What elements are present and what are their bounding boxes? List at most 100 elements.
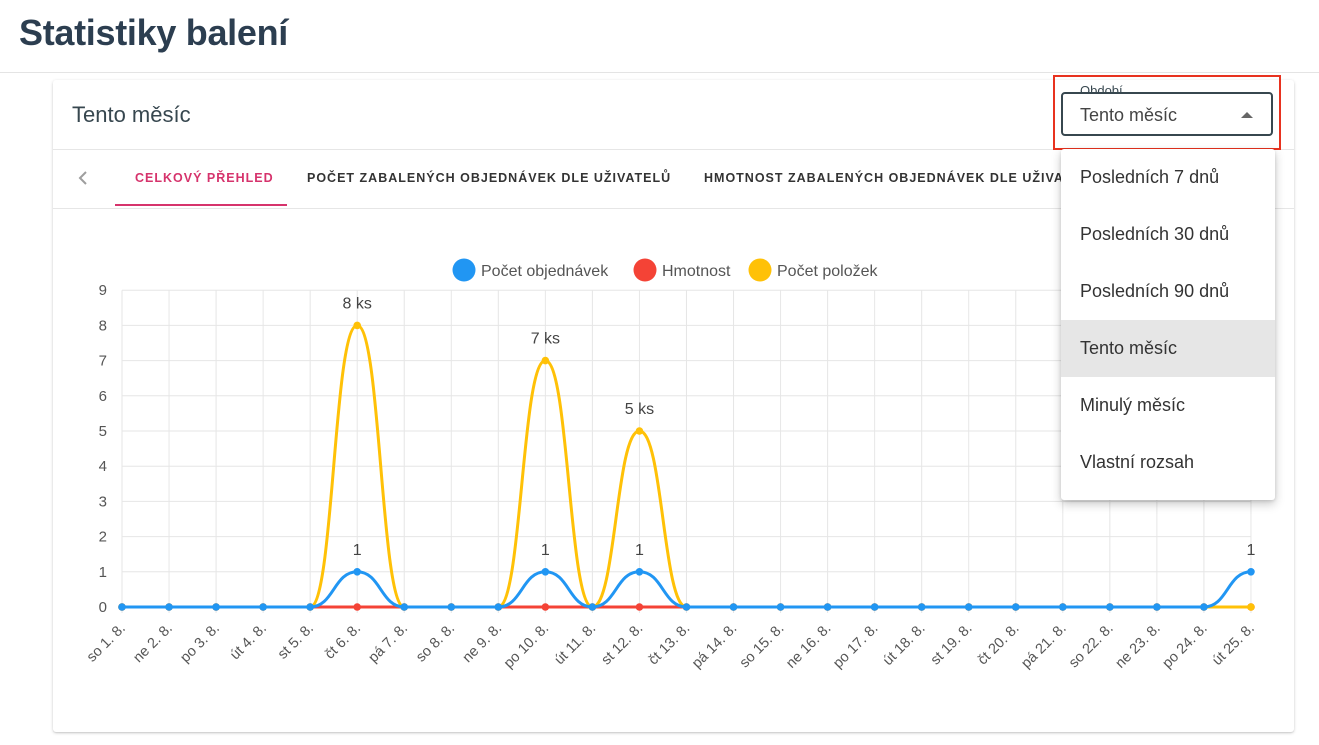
x-tick-label: út 11. 8. <box>552 621 600 669</box>
data-point-s1-11 <box>635 603 644 611</box>
data-point-s0-3 <box>259 603 267 611</box>
x-tick-label: ne 9. 8. <box>460 621 506 667</box>
data-label: 8 ks <box>343 295 372 312</box>
tab-orders-by-user[interactable]: Počet zabalených objednávek dle uživatel… <box>307 171 672 185</box>
data-point-s1-5 <box>353 603 362 611</box>
y-tick-label: 8 <box>99 317 107 334</box>
data-point-s0-22 <box>1153 603 1161 611</box>
data-point-s0-0 <box>118 603 126 611</box>
data-point-s0-7 <box>447 603 456 611</box>
y-tick-label: 9 <box>99 282 107 299</box>
data-point-s2-5 <box>353 321 362 330</box>
data-point-s0-17 <box>917 603 926 611</box>
period-select[interactable]: Tento měsíc <box>1061 92 1273 136</box>
x-tick-label: so 8. 8. <box>413 621 458 666</box>
tab-active-indicator <box>115 204 287 206</box>
x-tick-label: pá 7. 8. <box>366 621 412 667</box>
page-header: Statistiky balení <box>0 0 1319 73</box>
period-option[interactable]: Posledních 30 dnů <box>1080 224 1230 244</box>
x-tick-label: čt 13. 8. <box>646 621 694 669</box>
data-point-s0-18 <box>964 603 973 611</box>
y-tick-label: 3 <box>99 493 107 510</box>
x-tick-label: ne 23. 8. <box>1112 621 1163 672</box>
x-tick-label: po 17. 8. <box>830 621 881 672</box>
data-point-s0-24 <box>1247 568 1255 576</box>
period-select-value: Tento měsíc <box>1080 105 1178 125</box>
y-tick-label: 0 <box>99 599 107 616</box>
x-tick-label: čt 6. 8. <box>322 621 364 663</box>
legend-label-0: Počet objednávek <box>481 263 609 280</box>
data-point-s0-4 <box>306 603 314 611</box>
data-point-s0-15 <box>823 603 832 611</box>
x-tick-label: st 12. 8. <box>598 621 646 669</box>
caret-up-icon <box>1241 112 1253 118</box>
x-tick-label: po 24. 8. <box>1160 621 1211 672</box>
period-dropdown-menu: Posledních 7 dnů Posledních 30 dnů Posle… <box>1061 149 1275 500</box>
data-point-s1-9 <box>541 603 550 611</box>
x-tick-label: út 25. 8. <box>1209 621 1257 669</box>
data-point-s0-13 <box>729 603 738 611</box>
data-point-s2-11 <box>635 427 644 435</box>
chevron-left-icon <box>78 171 87 185</box>
x-tick-label: st 5. 8. <box>275 621 317 663</box>
x-tick-label: út 18. 8. <box>880 621 928 669</box>
x-tick-label: út 4. 8. <box>227 621 270 664</box>
data-point-s0-2 <box>212 603 220 611</box>
x-tick-label: so 22. 8. <box>1066 621 1117 672</box>
y-tick-label: 6 <box>99 388 107 405</box>
legend-swatch-0 <box>452 258 476 282</box>
tabs-bar: Celkový přehled Počet zabalených objedná… <box>53 150 1294 209</box>
x-tick-label: pá 14. 8. <box>689 621 740 672</box>
data-point-s0-21 <box>1106 603 1114 611</box>
x-tick-label: po 3. 8. <box>177 621 223 667</box>
data-label: 7 ks <box>531 331 560 348</box>
y-tick-label: 7 <box>99 353 107 370</box>
data-label: 1 <box>1247 542 1256 559</box>
legend-label-2: Počet položek <box>777 263 879 280</box>
data-point-s0-14 <box>776 603 785 611</box>
data-point-s0-19 <box>1011 603 1020 611</box>
data-label: 5 ks <box>625 401 654 418</box>
data-point-s0-20 <box>1059 603 1067 611</box>
data-point-s0-16 <box>870 603 879 611</box>
x-tick-label: ne 2. 8. <box>130 621 176 667</box>
data-label: 1 <box>353 542 362 559</box>
tabs-prev-button[interactable] <box>71 166 95 190</box>
data-point-s2-9 <box>541 356 550 365</box>
y-tick-label: 4 <box>99 458 107 475</box>
data-point-s0-5 <box>353 568 362 576</box>
data-label: 1 <box>541 542 550 559</box>
x-tick-label: so 1. 8. <box>84 621 129 666</box>
x-tick-label: čt 20. 8. <box>975 621 1023 669</box>
data-point-s0-6 <box>400 603 409 611</box>
data-point-s0-9 <box>541 568 550 576</box>
data-point-s0-11 <box>635 568 644 576</box>
tab-weight-by-user[interactable]: Hmotnost zabalených objednávek dle uživa… <box>704 171 1100 185</box>
card-title: Tento měsíc <box>72 102 191 127</box>
data-label: 1 <box>635 542 644 559</box>
x-tick-label: so 15. 8. <box>737 621 788 672</box>
page-title: Statistiky balení <box>19 12 288 53</box>
data-point-s0-23 <box>1200 603 1208 611</box>
period-option-selected[interactable]: Tento měsíc <box>1061 320 1275 377</box>
data-point-s0-12 <box>682 603 691 611</box>
y-tick-label: 1 <box>99 564 107 581</box>
data-point-s0-1 <box>165 603 173 611</box>
data-point-s0-8 <box>494 603 503 611</box>
legend-swatch-2 <box>748 258 772 282</box>
data-point-s2-24 <box>1247 603 1255 611</box>
period-option[interactable]: Posledních 90 dnů <box>1080 281 1230 301</box>
x-tick-label: ne 16. 8. <box>783 621 834 672</box>
x-tick-label: st 19. 8. <box>928 621 976 669</box>
x-tick-label: po 10. 8. <box>501 621 552 672</box>
legend-swatch-1 <box>633 258 657 282</box>
card-divider <box>53 149 1294 150</box>
period-option[interactable]: Posledních 7 dnů <box>1080 167 1220 187</box>
period-option[interactable]: Minulý měsíc <box>1080 395 1186 415</box>
y-tick-label: 2 <box>99 529 107 546</box>
legend-label-1: Hmotnost <box>662 263 731 280</box>
period-option[interactable]: Vlastní rozsah <box>1080 452 1195 472</box>
y-tick-label: 5 <box>99 423 107 440</box>
tab-overview[interactable]: Celkový přehled <box>135 171 274 185</box>
